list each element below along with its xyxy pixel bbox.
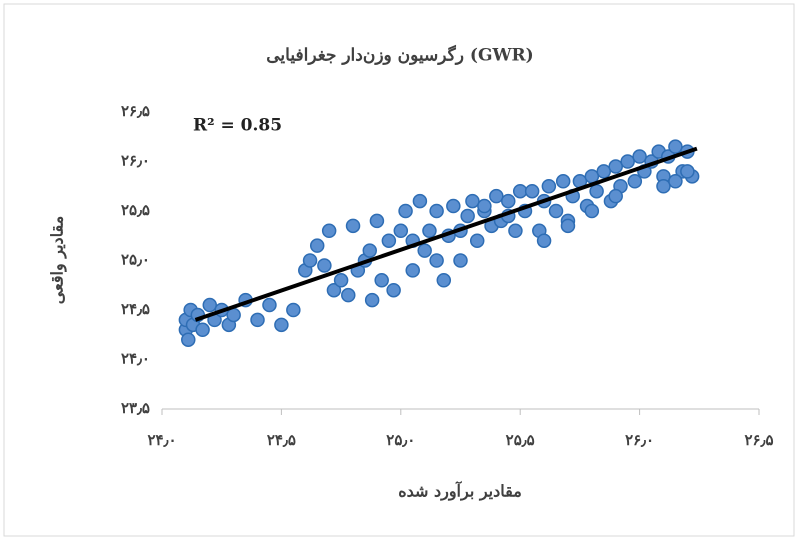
x-axis-label: مقادیر برآورد شده [398,480,522,502]
y-tick-label: ۲۶٫۵ [121,102,150,120]
point [364,292,380,308]
point [584,203,600,219]
x-tick-label: ۲۵٫۰ [386,431,415,449]
point [412,193,428,209]
point [405,263,420,278]
point [536,233,552,248]
chart-frame [3,3,795,537]
point [555,174,571,189]
point [524,183,540,199]
y-tick-label: ۲۵٫۰ [121,251,150,269]
point [541,179,557,194]
point [508,223,523,239]
point [429,253,444,268]
r-squared: R² = 0.85 [193,116,282,136]
point [436,273,452,288]
point [589,183,604,199]
point [374,273,389,288]
point [345,218,361,234]
point [446,198,461,214]
point [250,312,265,328]
y-tick-label: ۲۴٫۵ [121,300,150,318]
y-tick-label: ۲۶٫۰ [121,152,150,170]
y-axis-label: مقادیر واقعی [48,216,68,304]
point [501,193,516,209]
point [369,213,385,229]
point [680,164,695,179]
point [548,203,564,219]
point [620,154,635,169]
point [202,297,218,313]
point [560,218,576,234]
point [309,238,325,253]
point [489,188,504,204]
point [274,317,289,333]
point [302,253,318,268]
point [422,223,437,239]
point [333,273,349,288]
point [477,198,492,214]
point [262,297,277,313]
point [381,233,397,248]
point [286,302,301,318]
point [393,223,409,239]
point [465,193,480,209]
x-tick-label: ۲۶٫۰ [625,431,654,449]
x-tick-label: ۲۵٫۵ [506,431,535,449]
point [627,174,643,189]
point [596,164,612,179]
point [608,159,623,174]
y-tick-label: ۲۵٫۵ [121,201,150,219]
point [195,322,210,338]
point [429,203,444,219]
x-tick-label: ۲۴٫۵ [267,431,296,449]
point [512,183,528,199]
point [181,332,196,347]
point [453,253,468,268]
point [321,223,337,239]
y-tick-label: ۲۴٫۰ [121,350,150,368]
point [632,149,647,164]
x-tick-label: ۲۴٫۰ [147,431,176,449]
point [668,139,683,154]
point [417,243,432,258]
point [460,208,475,224]
point [362,243,378,258]
chart-title: رگرسیون وزن‌دار جغرافیایی (GWR) [266,45,533,66]
point [317,258,332,273]
point [326,282,342,298]
y-tick-label: ۲۳٫۵ [121,399,150,417]
point [608,188,623,204]
point [469,233,485,248]
point [341,287,356,303]
point [386,282,401,298]
point [668,174,683,189]
trendline [194,146,698,322]
point [398,203,413,219]
point [656,179,671,194]
x-tick-label: ۲۶٫۵ [744,431,773,449]
